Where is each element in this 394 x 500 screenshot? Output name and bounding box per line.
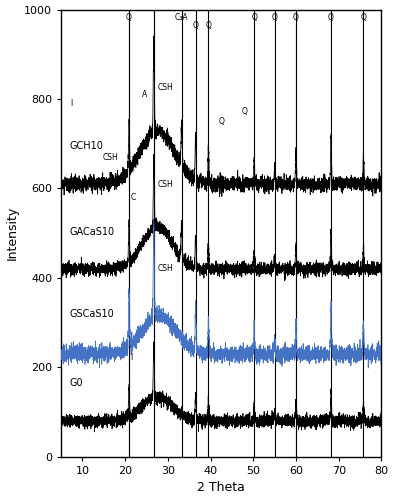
Text: Q: Q (293, 13, 299, 22)
Text: GACaS10: GACaS10 (70, 227, 115, 237)
Text: C: C (131, 193, 136, 202)
Text: Q: Q (251, 13, 257, 22)
Text: Q: Q (272, 13, 277, 22)
Text: I: I (130, 352, 133, 362)
Text: A: A (142, 90, 147, 99)
Text: CSH: CSH (158, 264, 174, 274)
Text: I: I (71, 99, 73, 108)
Text: Q: Q (328, 13, 334, 22)
Text: G0: G0 (70, 378, 83, 388)
Text: CSH: CSH (158, 180, 174, 190)
Text: GSCaS10: GSCaS10 (70, 308, 114, 318)
Text: Q: Q (126, 13, 132, 22)
Text: GCH10: GCH10 (70, 141, 104, 151)
Text: Q: Q (206, 20, 212, 30)
Text: C₃A: C₃A (175, 13, 188, 22)
Text: Q: Q (193, 20, 199, 30)
Y-axis label: Intensity: Intensity (6, 206, 19, 260)
Text: Q: Q (242, 107, 248, 116)
Text: CSH: CSH (102, 152, 118, 162)
X-axis label: 2 Theta: 2 Theta (197, 482, 245, 494)
Text: Q: Q (218, 117, 224, 126)
Text: Q: Q (361, 13, 366, 22)
Text: CSH: CSH (158, 84, 174, 92)
